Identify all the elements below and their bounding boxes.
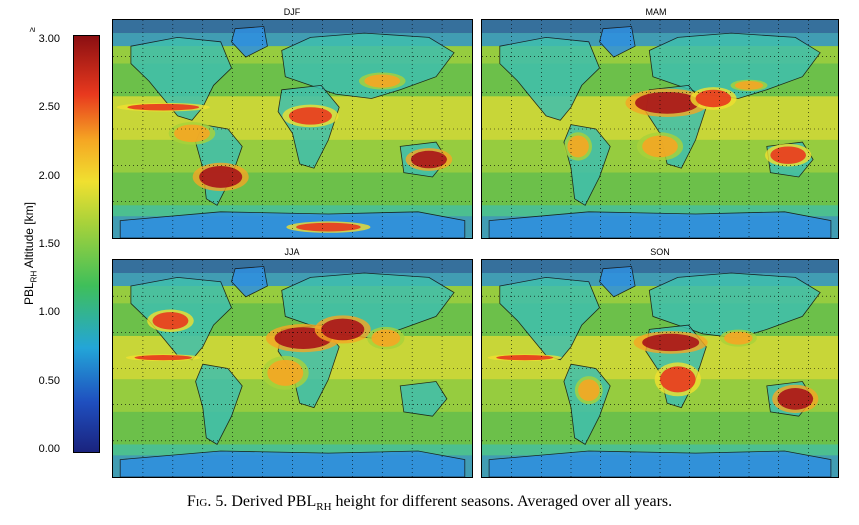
colorbar-max-flag: ≥ bbox=[27, 27, 37, 32]
map-panel-jja bbox=[112, 259, 473, 478]
colorbar-tick-label: 0.50 bbox=[38, 374, 60, 387]
colorbar-tick-label: 2.50 bbox=[38, 101, 60, 114]
colorbar-axis-label: PBLRH Altitude [km] bbox=[22, 202, 38, 305]
colorbar-label-rest: Altitude [km] bbox=[22, 202, 36, 271]
caption-text: . 5. Derived PBL bbox=[207, 493, 317, 510]
colorbar-label-sub: RH bbox=[29, 270, 39, 283]
colorbar-tick-label: 3.00 bbox=[38, 33, 60, 45]
map-panel-son bbox=[481, 259, 839, 478]
map-panel-djf bbox=[112, 19, 473, 239]
colorbar-label-main: PBL bbox=[22, 282, 36, 305]
panel-title-mam: MAM bbox=[645, 7, 667, 17]
panel-title-son: SON bbox=[650, 247, 670, 257]
map-panel-mam bbox=[481, 19, 839, 239]
caption-sub: RH bbox=[316, 501, 332, 514]
colorbar-tick-label: 0.00 bbox=[38, 443, 60, 455]
panel-title-djf: DJF bbox=[283, 7, 301, 17]
colorbar-tick-label: 2.00 bbox=[38, 169, 60, 182]
caption-tail: height for different seasons. Averaged o… bbox=[331, 493, 673, 510]
colorbar-tick-label: 1.50 bbox=[38, 238, 60, 250]
caption-fig-prefix: Fig bbox=[186, 493, 208, 510]
colorbar-tick-label: 1.00 bbox=[38, 306, 60, 319]
panel-title-jja: JJA bbox=[284, 247, 300, 257]
colorbar bbox=[73, 35, 100, 453]
colorbar-gradient bbox=[74, 36, 99, 452]
figure-caption: Fig. 5. Derived PBLRH height for differe… bbox=[0, 493, 859, 513]
